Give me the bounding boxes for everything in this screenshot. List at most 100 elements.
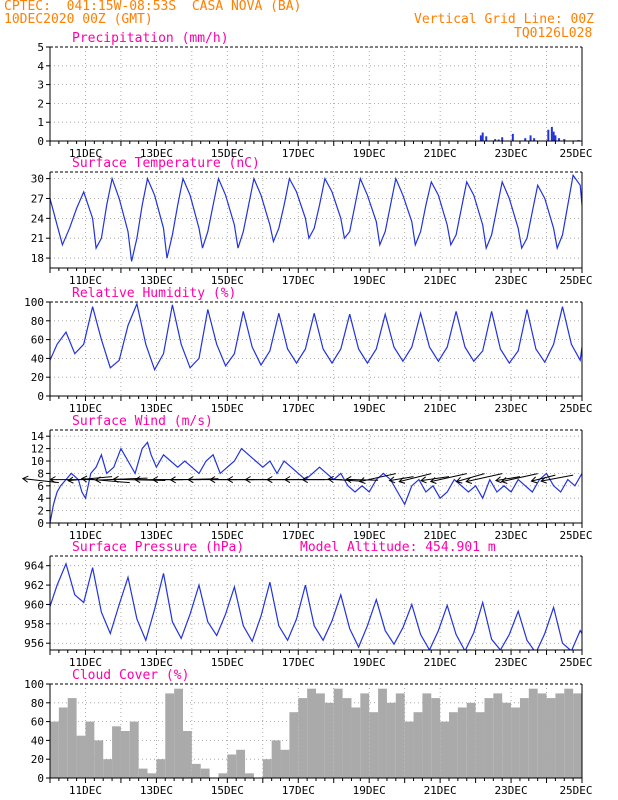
x-tick-label: 13DEC — [140, 529, 173, 542]
x-tick-label: 15DEC — [211, 147, 244, 160]
wind-vector — [430, 473, 467, 483]
cloud-bar — [85, 721, 95, 778]
header-run-date: 10DEC2020 00Z (GMT) — [4, 12, 153, 27]
y-tick-label: 4 — [37, 492, 44, 505]
cloud-bar — [422, 693, 432, 778]
cloud-bar — [342, 698, 352, 778]
cloud-bar — [466, 702, 476, 778]
cloud-bar — [316, 693, 325, 778]
cloud-bar — [103, 759, 113, 778]
cloud-bar — [573, 693, 582, 778]
wind-vector-head — [244, 476, 251, 484]
y-tick-label: 21 — [31, 232, 44, 245]
precip-bar — [497, 139, 500, 141]
header-location: CPTEC: 041:15W-08:53S CASA NOVA (BA) — [4, 0, 302, 14]
cloud-bar — [404, 721, 414, 778]
cloud-bar — [440, 721, 449, 778]
x-tick-label: 13DEC — [140, 402, 173, 415]
x-tick-label: 11DEC — [69, 529, 102, 542]
cloud-bar — [147, 773, 157, 778]
x-tick-label: 13DEC — [140, 656, 173, 669]
cloud-bar — [369, 712, 379, 778]
wind-vector-head — [500, 477, 508, 484]
x-tick-label: 13DEC — [140, 147, 173, 160]
x-tick-label: 21DEC — [424, 402, 457, 415]
cloud-bar — [50, 721, 59, 778]
wind-vector — [399, 473, 432, 483]
x-tick-label: 23DEC — [495, 656, 528, 669]
wind-vector-head — [134, 476, 141, 484]
panel-title: Surface Wind (m/s) — [72, 414, 213, 429]
x-tick-label: 11DEC — [69, 274, 102, 287]
x-tick-label: 19DEC — [353, 784, 386, 797]
wind-vector-head — [455, 476, 463, 484]
precip-bar — [524, 138, 527, 141]
cloud-bar — [413, 712, 423, 778]
x-tick-label: 21DEC — [424, 656, 457, 669]
x-tick-label: 25DEC — [559, 274, 592, 287]
cloud-bar — [449, 712, 458, 778]
panel-title: Surface Pressure (hPa) — [72, 540, 244, 555]
x-tick-label: 13DEC — [140, 784, 173, 797]
wind-vector-head — [208, 476, 216, 484]
y-tick-label: 3 — [37, 79, 44, 92]
panel-pressure: Surface Pressure (hPa) Model Altitude: 45… — [24, 540, 592, 669]
wind-vector-head — [345, 476, 352, 484]
x-tick-label: 11DEC — [69, 147, 102, 160]
y-tick-label: 24 — [31, 212, 45, 225]
wind-vector — [531, 474, 556, 482]
cloud-bar — [191, 763, 201, 778]
wind-vector-head — [540, 476, 547, 484]
y-tick-label: 80 — [31, 697, 44, 710]
wind-vector-head — [327, 475, 334, 483]
x-tick-label: 17DEC — [282, 656, 315, 669]
y-tick-label: 40 — [31, 734, 44, 747]
x-tick-label: 11DEC — [69, 656, 102, 669]
x-tick-label: 23DEC — [495, 274, 528, 287]
x-tick-label: 25DEC — [559, 147, 592, 160]
x-tick-label: 19DEC — [353, 529, 386, 542]
y-tick-label: 14 — [31, 430, 45, 443]
panel-cloud: Cloud Cover (%) 0 20 40 60 80 100 11DEC 13DEC 15D… — [24, 668, 592, 797]
y-tick-label: 8 — [37, 467, 44, 480]
x-tick-label: 25DEC — [559, 784, 592, 797]
precip-bar — [563, 139, 566, 141]
cloud-bar — [475, 712, 485, 778]
y-tick-label: 18 — [31, 252, 44, 265]
header-grid-note: Vertical Grid Line: 00Z — [414, 12, 595, 27]
x-tick-label: 19DEC — [353, 656, 386, 669]
x-tick-label: 21DEC — [424, 147, 457, 160]
cloud-bar — [174, 688, 183, 778]
y-tick-label: 40 — [31, 352, 44, 365]
cloud-bar — [457, 707, 467, 778]
x-tick-label: 23DEC — [495, 147, 528, 160]
x-tick-label: 19DEC — [353, 402, 386, 415]
wind-vector-head — [21, 475, 29, 483]
x-tick-label: 23DEC — [495, 402, 528, 415]
y-tick-label: 20 — [31, 371, 44, 384]
wind-vector-head — [358, 477, 366, 484]
wind-vector — [495, 476, 521, 482]
wind-vector — [68, 476, 113, 482]
cloud-bar — [378, 688, 387, 778]
cloud-bar — [67, 698, 77, 778]
y-tick-label: 958 — [24, 618, 44, 631]
cloud-bar — [236, 749, 246, 778]
cloud-bar — [165, 693, 175, 778]
cloud-bar — [262, 759, 272, 778]
y-tick-label: 20 — [31, 753, 44, 766]
precip-bar — [501, 137, 504, 141]
y-tick-label: 5 — [37, 41, 44, 54]
cloud-bar — [324, 702, 334, 778]
x-tick-label: 17DEC — [282, 274, 315, 287]
cloud-bar — [528, 688, 538, 778]
y-tick-label: 80 — [31, 315, 44, 328]
x-tick-label: 19DEC — [353, 274, 386, 287]
y-tick-label: 2 — [37, 505, 44, 518]
y-tick-label: 12 — [31, 443, 44, 456]
y-tick-label: 964 — [24, 560, 44, 573]
cloud-bar — [94, 740, 104, 778]
cloud-bar — [386, 702, 396, 778]
